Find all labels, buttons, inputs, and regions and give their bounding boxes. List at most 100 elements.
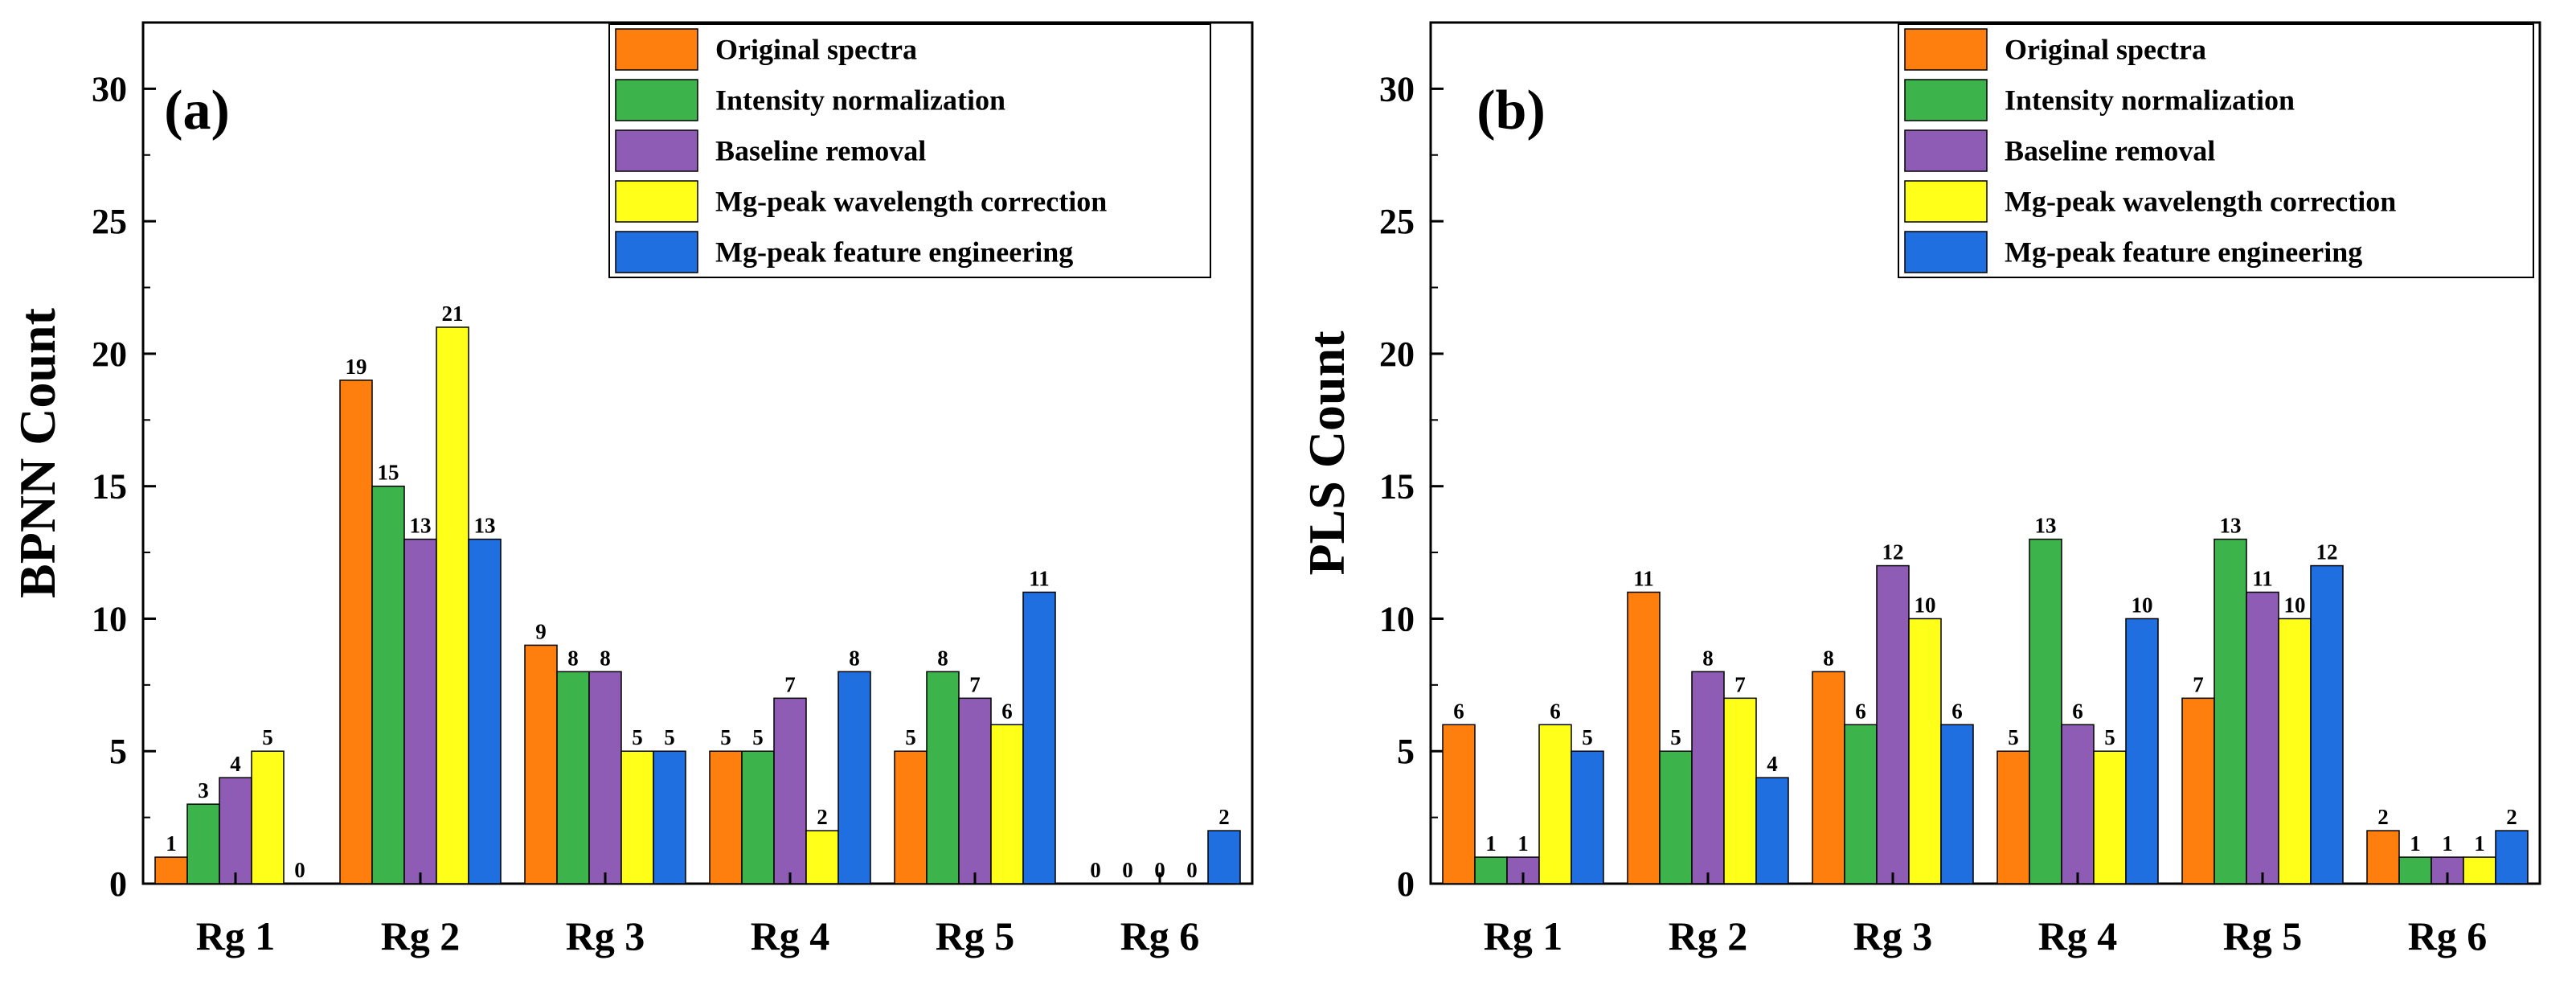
legend-swatch [615, 180, 698, 223]
bar [1691, 671, 1725, 884]
legend-entry: Mg-peak wavelength correction [2005, 186, 2396, 218]
bar [2214, 538, 2247, 884]
legend: Original spectra Intensity normalization B… [1898, 23, 2534, 278]
bar [1844, 724, 1878, 884]
bar [2181, 697, 2215, 884]
legend-swatch [1904, 129, 1988, 172]
data-label: 1 [2410, 831, 2421, 856]
data-label: 21 [442, 302, 464, 326]
data-label: 1 [166, 831, 177, 856]
bar [1723, 697, 1757, 884]
data-label: 2 [2506, 805, 2517, 829]
bar [186, 803, 220, 884]
bar [2061, 724, 2095, 884]
data-label: 6 [1951, 699, 1963, 723]
y-tick-label: 30 [92, 69, 127, 109]
data-label: 5 [752, 725, 764, 749]
legend-swatch [1904, 28, 1988, 71]
data-label: 1 [1517, 831, 1529, 856]
data-label: 8 [600, 646, 611, 670]
legend-entry: Baseline removal [715, 135, 926, 167]
data-label: 0 [294, 858, 305, 882]
bar [2125, 618, 2159, 884]
data-label: 7 [2193, 672, 2204, 696]
data-label: 2 [817, 805, 828, 829]
x-tick-label: Rg 2 [381, 913, 461, 958]
data-label: 19 [346, 355, 367, 379]
data-label: 10 [1915, 593, 1936, 617]
data-label: 5 [2008, 725, 2019, 749]
bar [1940, 724, 1974, 884]
x-tick-label: Rg 1 [1484, 913, 1563, 958]
data-label: 5 [1670, 725, 1681, 749]
bar [556, 671, 590, 884]
bar [741, 750, 775, 884]
bar [436, 326, 469, 884]
data-label: 8 [1702, 646, 1714, 670]
bar [894, 750, 928, 884]
bar [709, 750, 743, 884]
x-tick-label: Rg 4 [2038, 913, 2118, 958]
y-tick-label: 10 [92, 599, 127, 638]
bar [1627, 591, 1661, 884]
legend-swatch [615, 79, 698, 121]
data-label: 15 [378, 461, 399, 485]
panel-label: (b) [1476, 80, 1546, 142]
bar [990, 724, 1024, 884]
data-label: 5 [262, 725, 273, 749]
x-tick-label: Rg 6 [2408, 913, 2488, 958]
x-tick-label: Rg 6 [1120, 913, 1200, 958]
data-label: 11 [1633, 567, 1654, 591]
plot-frame [1429, 21, 2541, 885]
data-label: 7 [784, 672, 796, 696]
x-tick-label: Rg 2 [1669, 913, 1748, 958]
bar [403, 538, 437, 884]
data-label: 0 [1186, 858, 1198, 882]
data-label: 2 [1218, 805, 1230, 829]
data-label: 0 [1154, 858, 1165, 882]
bar [251, 750, 285, 884]
y-tick-label: 5 [1397, 732, 1415, 771]
bar [219, 777, 252, 884]
data-label: 12 [1882, 540, 1904, 564]
bar [468, 538, 502, 884]
bar [1022, 591, 1056, 884]
data-label: 5 [632, 725, 643, 749]
y-tick-label: 5 [109, 732, 127, 771]
legend-entry: Intensity normalization [2005, 84, 2295, 117]
data-label: 6 [1855, 699, 1866, 723]
bar [154, 856, 188, 884]
bar [1207, 830, 1241, 884]
data-label: 10 [2284, 593, 2306, 617]
data-label: 3 [198, 778, 209, 802]
data-label: 6 [1550, 699, 1561, 723]
bar [1908, 618, 1942, 884]
data-label: 0 [1122, 858, 1133, 882]
data-label: 1 [2442, 831, 2453, 856]
y-axis-label: BPNN Count [9, 307, 66, 598]
bar [1997, 750, 2030, 884]
data-label: 11 [2252, 567, 2273, 591]
bar [1755, 777, 1789, 884]
bar [1571, 750, 1604, 884]
bar [773, 697, 807, 884]
bar [2029, 538, 2062, 884]
data-label: 7 [1734, 672, 1746, 696]
y-tick-label: 25 [92, 202, 127, 241]
data-label: 4 [1767, 752, 1778, 776]
data-label: 5 [2104, 725, 2115, 749]
bar [926, 671, 960, 884]
data-label: 6 [2072, 699, 2083, 723]
data-label: 0 [1090, 858, 1101, 882]
x-tick-label: Rg 3 [566, 913, 645, 958]
bar [2310, 564, 2344, 884]
bar [588, 671, 622, 884]
data-label: 1 [1485, 831, 1497, 856]
bar [653, 750, 686, 884]
legend-entry: Mg-peak wavelength correction [715, 186, 1107, 218]
data-label: 4 [230, 752, 241, 776]
x-tick-label: Rg 5 [2223, 913, 2303, 958]
bar [2366, 830, 2400, 884]
legend-entry: Baseline removal [2005, 135, 2215, 167]
